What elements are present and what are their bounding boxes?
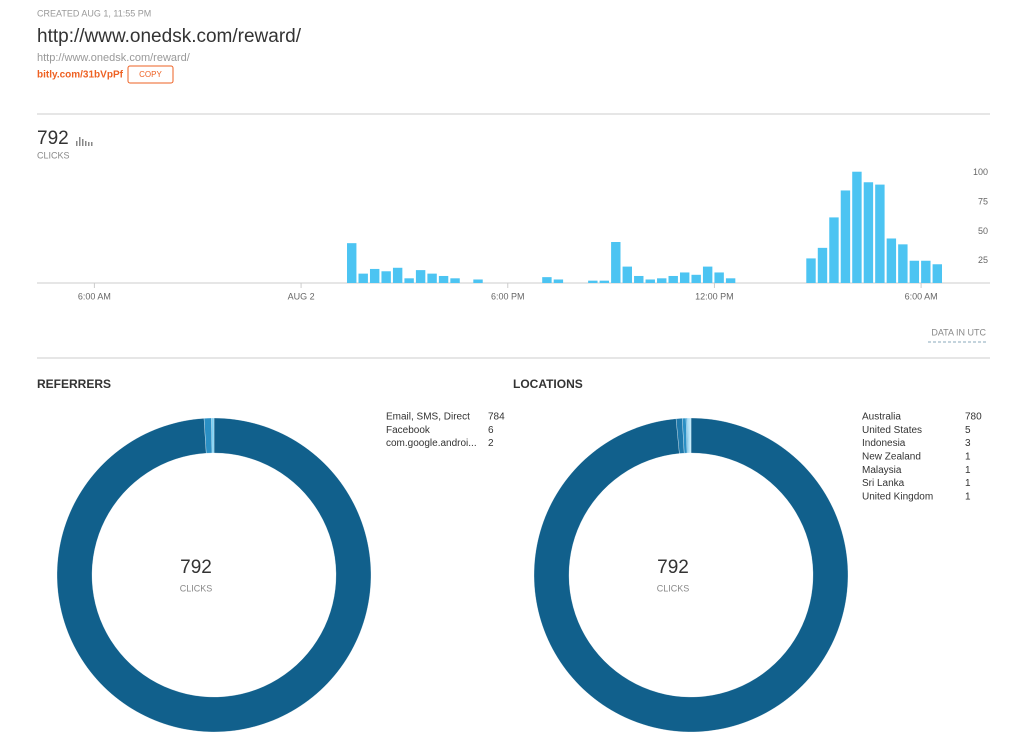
legend-value: 780 [965, 412, 982, 423]
x-tick-label: AUG 2 [288, 291, 315, 301]
legend-label: Email, SMS, Direct [386, 412, 470, 423]
utc-note[interactable]: DATA IN UTC [931, 327, 986, 337]
bar [691, 274, 701, 283]
legend-value: 1 [965, 478, 971, 489]
bar [427, 273, 437, 283]
legend-value: 1 [965, 452, 971, 463]
bar [829, 217, 839, 283]
bar [806, 258, 816, 283]
legend-label: Sri Lanka [862, 478, 905, 489]
legend-value: 2 [488, 438, 494, 449]
legend-value: 6 [488, 425, 494, 436]
y-tick-label: 100 [973, 167, 988, 177]
bar [634, 275, 644, 283]
legend-label: United States [862, 425, 922, 436]
bar [473, 279, 483, 283]
bar [702, 266, 713, 283]
center-value: 792 [180, 557, 212, 578]
bar [840, 190, 851, 283]
bar [932, 264, 943, 283]
legend-label: United Kingdom [862, 491, 933, 502]
bar [714, 272, 724, 283]
legend-label: New Zealand [862, 452, 921, 463]
bar [898, 244, 908, 283]
bar [679, 272, 690, 283]
bar [599, 280, 610, 283]
copy-button[interactable] [127, 65, 174, 84]
section-title: REFERRERS [37, 377, 111, 391]
bar [657, 278, 667, 283]
bar [921, 260, 931, 283]
legend-label: Indonesia [862, 438, 906, 449]
legend-value: 3 [965, 438, 971, 449]
donut-slice [533, 417, 849, 733]
total-label: CLICKS [37, 150, 70, 160]
bar [863, 182, 874, 283]
bar [645, 279, 655, 283]
center-value: 792 [657, 557, 689, 578]
legend-label: com.google.androi... [386, 438, 477, 449]
spark-icon [76, 137, 93, 146]
x-tick-label: 6:00 AM [78, 291, 111, 301]
bar [369, 268, 380, 283]
legend-value: 1 [965, 491, 971, 502]
bar [438, 275, 449, 283]
bar [622, 266, 632, 283]
x-tick-label: 6:00 AM [905, 291, 938, 301]
bar [542, 277, 552, 283]
bar [381, 271, 391, 283]
bar [415, 270, 426, 283]
long-url[interactable]: http://www.onedsk.com/reward/ [37, 52, 191, 64]
bar [668, 275, 678, 283]
link-title: http://www.onedsk.com/reward/ [37, 26, 302, 47]
bar [886, 238, 897, 283]
bar [909, 260, 920, 283]
bar [852, 171, 862, 283]
donut-slice [211, 417, 215, 454]
bar [725, 278, 736, 283]
bar [611, 242, 621, 283]
y-tick-label: 25 [978, 255, 988, 265]
y-tick-label: 50 [978, 226, 988, 236]
bar [358, 273, 368, 283]
legend-value: 5 [965, 425, 971, 436]
bar [817, 247, 828, 283]
y-tick-label: 75 [978, 197, 988, 207]
copy-label[interactable]: COPY [139, 70, 162, 79]
legend-label: Australia [862, 412, 901, 423]
donut-slice [689, 417, 692, 454]
legend-label: Malaysia [862, 465, 902, 476]
x-tick-label: 12:00 PM [695, 291, 734, 301]
x-tick-label: 6:00 PM [491, 291, 525, 301]
bar [588, 280, 598, 283]
center-label: CLICKS [180, 583, 213, 593]
section-title: LOCATIONS [513, 377, 583, 391]
legend-value: 784 [488, 412, 505, 423]
short-url[interactable]: bitly.com/31bVpPf [37, 70, 124, 81]
legend-value: 1 [965, 465, 971, 476]
bar [347, 243, 357, 283]
center-label: CLICKS [657, 583, 690, 593]
total-clicks: 792 [37, 128, 69, 149]
bar [450, 278, 460, 283]
bar [392, 267, 403, 283]
bar [553, 279, 564, 283]
bar [404, 278, 414, 283]
created-date: CREATED AUG 1, 11:55 PM [37, 8, 151, 18]
legend-label: Facebook [386, 425, 431, 436]
bar [875, 184, 885, 283]
donut-slice [56, 417, 372, 733]
